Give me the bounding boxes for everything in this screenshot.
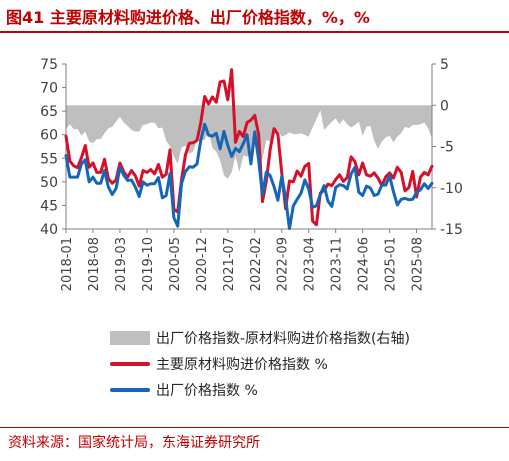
legend-swatch-output-price: [110, 388, 150, 392]
legend-label-spread: 出厂价格指数-原材料购进价格指数(右轴): [156, 331, 410, 347]
right-axis-tick-label: -10: [440, 181, 463, 197]
x-axis-tick-label: 2025-08: [411, 237, 426, 291]
legend-label-input-price: 主要原材料购进价格指数 %: [156, 357, 328, 373]
x-axis-tick-label: 2019-10: [141, 237, 156, 291]
left-axis-tick-label: 60: [40, 128, 58, 144]
left-axis-tick-label: 65: [40, 104, 58, 120]
x-axis-tick-label: 2018-01: [60, 237, 75, 291]
x-axis-tick-label: 2023-04: [303, 237, 318, 291]
x-axis-tick-label: 2023-11: [330, 237, 345, 291]
x-axis-tick-label: 2025-01: [384, 237, 399, 291]
right-axis-tick-label: 0: [440, 98, 449, 114]
left-axis-tick-label: 45: [40, 198, 58, 214]
right-axis-tick-label: -15: [440, 222, 463, 238]
series-line-input-price: [64, 68, 434, 227]
right-axis-tick-label: 5: [440, 57, 449, 73]
chart: 40 45 50 55 60 65 70 75 -15 -10 -5 0 5 2018-01 2018-08…: [40, 57, 463, 291]
x-axis-tick-label: 2022-09: [276, 237, 291, 291]
right-axis-tick-label: -5: [440, 140, 454, 156]
left-axis-tick-label: 40: [40, 222, 58, 238]
chart-title: 图41 主要原材料购进价格、出厂价格指数，%，%: [6, 8, 370, 27]
left-axis-tick-label: 70: [40, 81, 58, 97]
source-note: 资料来源：国家统计局，东海证券研究所: [8, 435, 260, 451]
x-axis-tick-label: 2019-03: [114, 237, 129, 291]
x-axis-tick-label: 2020-12: [195, 237, 210, 291]
left-axis-tick-label: 50: [40, 175, 58, 191]
title-divider: [0, 31, 509, 33]
legend-item-output-price: 出厂价格指数 %: [110, 378, 258, 402]
left-axis-tick-label: 55: [40, 151, 58, 167]
legend-item-input-price: 主要原材料购进价格指数 %: [110, 352, 328, 376]
legend-swatch-spread: [110, 331, 150, 345]
legend-item-spread: 出厂价格指数-原材料购进价格指数(右轴): [110, 326, 410, 350]
series-line-output-price: [64, 122, 434, 231]
source-divider: [0, 427, 509, 428]
x-axis-tick-label: 2021-07: [222, 237, 237, 291]
left-axis-tick-label: 75: [40, 57, 58, 73]
legend-label-output-price: 出厂价格指数 %: [156, 383, 258, 399]
x-axis-tick-label: 2018-08: [87, 237, 102, 291]
x-axis-tick-label: 2020-05: [168, 237, 183, 291]
legend-swatch-input-price: [110, 362, 150, 366]
x-axis-tick-label: 2024-06: [357, 237, 372, 291]
x-axis-tick-label: 2022-02: [249, 237, 264, 291]
